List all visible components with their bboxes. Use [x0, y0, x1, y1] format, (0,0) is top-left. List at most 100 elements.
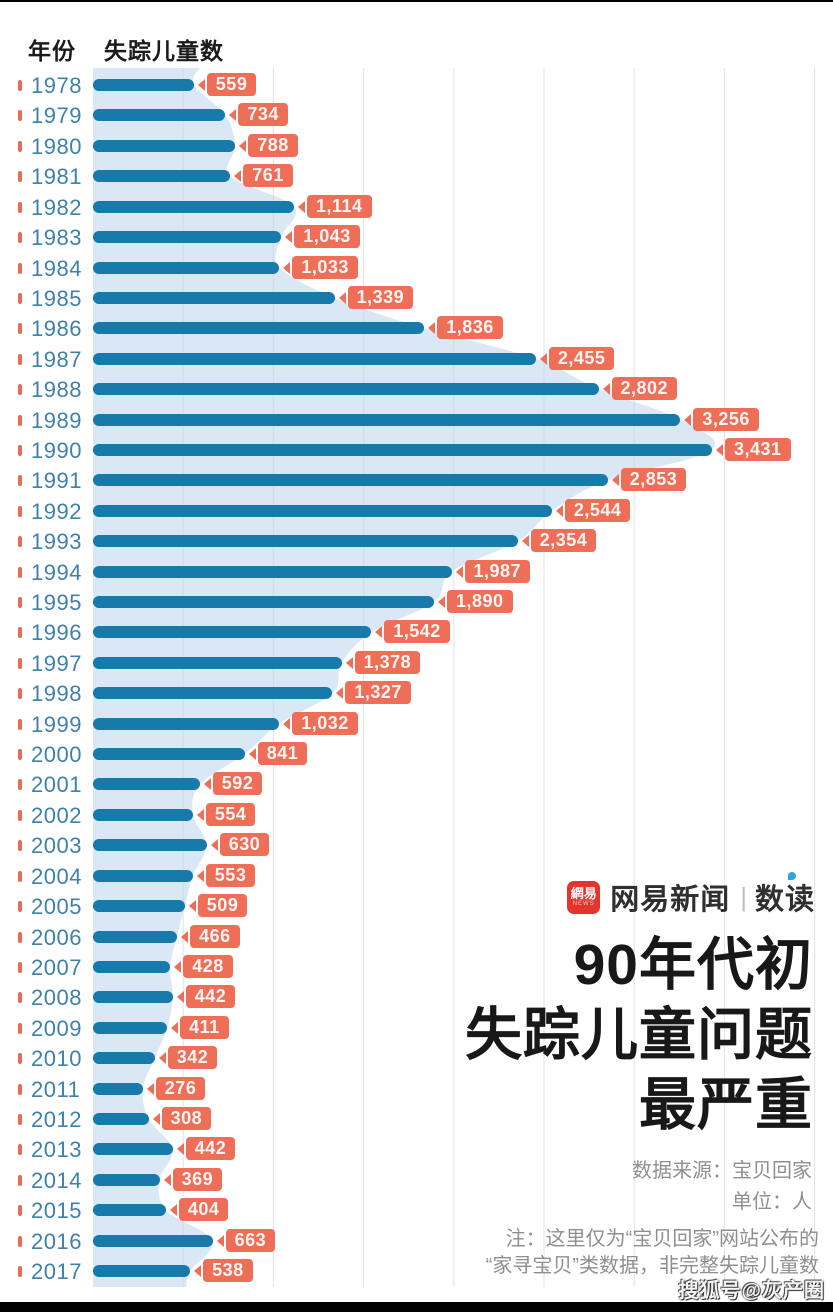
brand-name: 网易新闻: [610, 884, 731, 916]
year-tick-icon: [18, 718, 22, 730]
value-label: 1,327: [345, 681, 411, 705]
year-tick-icon: [18, 931, 22, 943]
value-label: 466: [190, 924, 240, 948]
value-arrow-icon: [229, 109, 237, 122]
year-tick-icon: [18, 201, 22, 213]
value-bar: [93, 504, 552, 517]
year-tick-icon: [18, 80, 22, 91]
value-arrow-icon: [194, 1265, 202, 1277]
year-label: 1980: [31, 133, 82, 159]
year-tick-icon: [18, 1205, 22, 1217]
netease-logo: 網易 NEWS: [567, 880, 601, 914]
table-row: 1993 2,354: [0, 526, 833, 556]
value-bar: [93, 626, 372, 639]
value-bar: [93, 930, 178, 943]
value-bar: [93, 1021, 168, 1034]
table-row: 2010 342: [0, 1043, 833, 1073]
netease-logo-zh: 網易: [570, 885, 597, 901]
year-tick-icon: [18, 1083, 22, 1095]
value-bar: [93, 596, 434, 608]
year-tick-icon: [18, 475, 22, 487]
value-bar: [93, 79, 194, 91]
table-row: 1996 1,542: [0, 617, 833, 647]
value-label: 734: [238, 103, 288, 127]
value-arrow-icon: [298, 200, 305, 213]
value-bar: [93, 170, 231, 183]
year-tick-icon: [18, 1174, 22, 1186]
value-arrow-icon: [234, 170, 242, 183]
value-bar: [93, 383, 599, 396]
year-label: 2009: [31, 1015, 82, 1041]
value-bar: [93, 1173, 160, 1186]
year-tick-icon: [18, 1113, 22, 1125]
value-bar: [93, 687, 333, 700]
table-row: 2015 404: [0, 1195, 833, 1225]
table-row: 1994 1,987: [0, 557, 833, 587]
value-label: 2,354: [530, 529, 597, 553]
value-arrow-icon: [158, 1052, 166, 1065]
value-label: 538: [203, 1259, 253, 1282]
value-arrow-icon: [216, 1234, 224, 1247]
table-row: 2008 442: [0, 982, 833, 1012]
value-label: 1,043: [294, 225, 360, 249]
year-label: 1988: [31, 377, 82, 403]
year-tick-icon: [18, 1235, 22, 1247]
value-label: 3,431: [725, 437, 791, 461]
data-source-label: 数据来源：宝贝回家: [632, 1160, 812, 1182]
year-label: 1979: [31, 103, 82, 129]
value-bar: [93, 869, 193, 882]
year-label: 2007: [31, 954, 82, 980]
year-label: 1999: [31, 711, 82, 737]
value-bar: [93, 717, 280, 730]
year-tick-icon: [18, 384, 22, 396]
value-label: 1,339: [347, 285, 414, 309]
year-tick-icon: [18, 749, 22, 760]
year-label: 1982: [31, 194, 82, 220]
year-label: 1994: [31, 559, 82, 585]
year-label: 1995: [31, 590, 82, 615]
value-arrow-icon: [602, 383, 610, 396]
value-arrow-icon: [210, 839, 218, 852]
table-row: 2006 466: [0, 922, 833, 952]
value-label: 1,114: [307, 194, 372, 218]
brand-sub-name: 数读: [755, 872, 815, 918]
value-bar: [93, 291, 335, 304]
value-label: 442: [185, 1137, 236, 1161]
year-label: 2010: [31, 1046, 82, 1072]
year-tick-icon: [18, 292, 22, 304]
bottom-black-bar: [0, 1302, 833, 1312]
table-row: 1979 734: [0, 100, 833, 130]
year-tick-icon: [18, 323, 22, 335]
chart-title-line1: 90年代初: [573, 933, 813, 997]
year-label: 2015: [31, 1198, 82, 1224]
value-label: 404: [178, 1198, 229, 1222]
value-bar: [93, 960, 171, 973]
year-label: 1987: [31, 346, 82, 372]
table-row: 1995 1,890: [0, 587, 833, 617]
table-row: 1999 1,032: [0, 709, 833, 739]
value-label: 342: [167, 1046, 218, 1070]
chart-title-line2: 失踪儿童问题: [465, 1003, 813, 1067]
value-arrow-icon: [239, 139, 247, 152]
brand-row: 網易 NEWS 网易新闻 | 数读: [567, 872, 815, 918]
value-bar: [93, 808, 193, 821]
value-arrow-icon: [555, 504, 563, 517]
value-label: 411: [180, 1015, 229, 1039]
year-tick-icon: [18, 961, 22, 973]
value-bar: [93, 1143, 173, 1156]
brand-blue-dot-icon: [787, 872, 796, 880]
value-bar: [93, 231, 282, 244]
value-label: 1,836: [437, 316, 503, 340]
year-label: 1997: [31, 650, 82, 676]
year-label: 1993: [31, 529, 82, 555]
year-tick-icon: [18, 140, 22, 152]
year-tick-icon: [18, 992, 22, 1004]
year-tick-icon: [18, 627, 22, 639]
value-label: 553: [205, 863, 256, 887]
year-label: 1986: [31, 316, 82, 342]
year-tick-icon: [18, 809, 22, 821]
year-label: 2012: [31, 1106, 82, 1132]
value-arrow-icon: [171, 1021, 179, 1034]
value-arrow-icon: [181, 930, 189, 943]
